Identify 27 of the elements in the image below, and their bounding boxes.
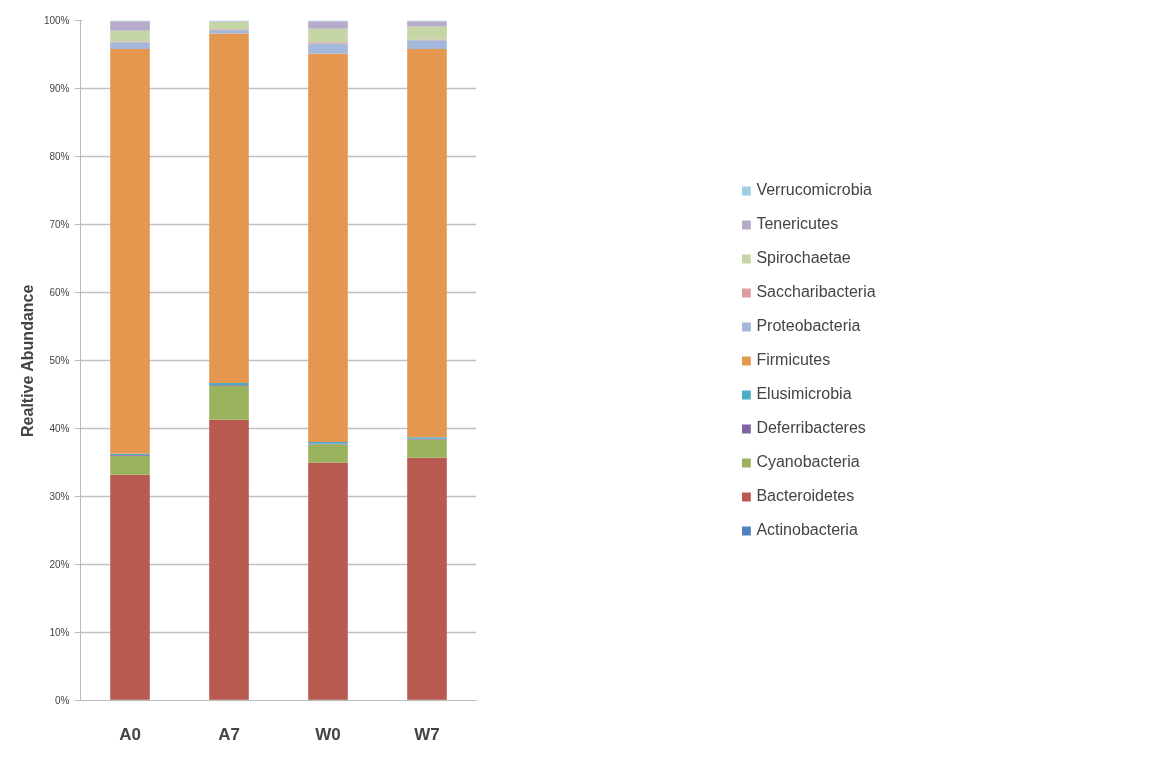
legend-label: Bacteroidetes [756,487,855,505]
y-tick-label: 40% [49,423,70,434]
legend-label: Elusimicrobia [756,385,852,403]
legend-label: Cyanobacteria [756,453,860,471]
y-tick-label: 80% [49,151,70,162]
legend-label: Tenericutes [756,215,839,233]
legend-label: Saccharibacteria [756,283,876,301]
x-tick-label: A7 [218,724,240,744]
y-tick-label: 100% [43,15,70,26]
x-tick-label: W0 [315,724,341,744]
legend-label: Proteobacteria [756,317,861,335]
y-tick-label: 0% [55,695,70,706]
y-tick-label: 50% [49,355,70,366]
x-tick-label: A0 [119,724,141,744]
y-tick-label: 70% [49,219,70,230]
y-tick-label: 90% [49,83,70,94]
y-tick-label: 20% [49,559,70,570]
y-axis-title: Realtive Abundance [18,284,36,437]
legend-label: Firmicutes [756,351,831,369]
legend-label: Spirochaetae [756,249,851,267]
y-tick-label: 10% [49,627,70,638]
x-tick-label: W7 [414,724,440,744]
legend-label: Deferribacteres [756,419,866,437]
legend-label: Actinobacteria [756,521,858,539]
y-tick-label: 60% [49,287,70,298]
legend-label: Verrucomicrobia [756,181,873,199]
y-tick-label: 30% [49,491,70,502]
